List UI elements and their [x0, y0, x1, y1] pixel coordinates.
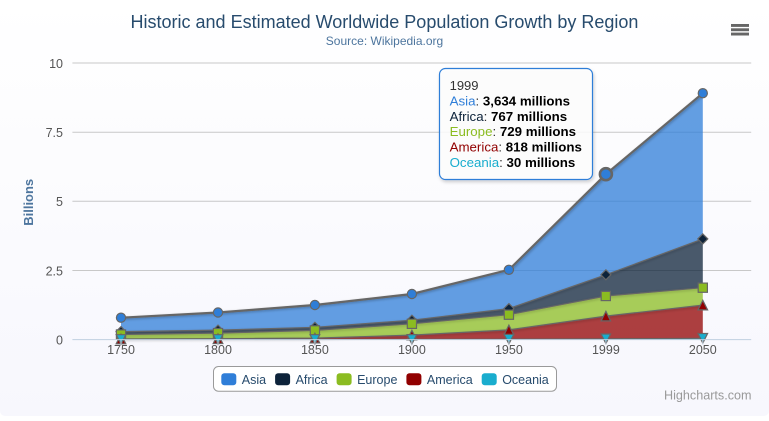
svg-text:1750: 1750 [107, 343, 135, 357]
svg-text:Oceania: 30 millions: Oceania: 30 millions [450, 155, 576, 170]
svg-text:Europe: Europe [357, 373, 397, 387]
svg-text:2.5: 2.5 [46, 264, 63, 278]
svg-text:1999: 1999 [592, 343, 620, 357]
svg-text:10: 10 [49, 57, 63, 71]
svg-text:0: 0 [56, 333, 63, 347]
svg-text:Asia: 3,634 millions: Asia: 3,634 millions [450, 94, 570, 109]
svg-text:America: America [427, 373, 473, 387]
svg-text:1900: 1900 [398, 343, 426, 357]
svg-text:5: 5 [56, 195, 63, 209]
svg-text:Billions: Billions [21, 179, 36, 226]
svg-text:Source: Wikipedia.org: Source: Wikipedia.org [326, 34, 443, 48]
svg-text:Oceania: Oceania [502, 373, 549, 387]
svg-text:America: 818 millions: America: 818 millions [450, 140, 582, 155]
svg-text:7.5: 7.5 [46, 126, 63, 140]
svg-text:Historic and Estimated Worldwi: Historic and Estimated Worldwide Populat… [131, 12, 639, 32]
svg-text:Africa: Africa [296, 373, 328, 387]
svg-text:1850: 1850 [301, 343, 329, 357]
svg-text:2050: 2050 [689, 343, 717, 357]
svg-text:Africa: 767 millions: Africa: 767 millions [450, 109, 568, 124]
svg-text:1950: 1950 [495, 343, 523, 357]
svg-text:Europe: 729 millions: Europe: 729 millions [450, 124, 576, 139]
svg-text:1800: 1800 [204, 343, 232, 357]
svg-text:Asia: Asia [242, 373, 266, 387]
svg-text:1999: 1999 [450, 78, 479, 93]
svg-text:Highcharts.com: Highcharts.com [664, 389, 752, 403]
